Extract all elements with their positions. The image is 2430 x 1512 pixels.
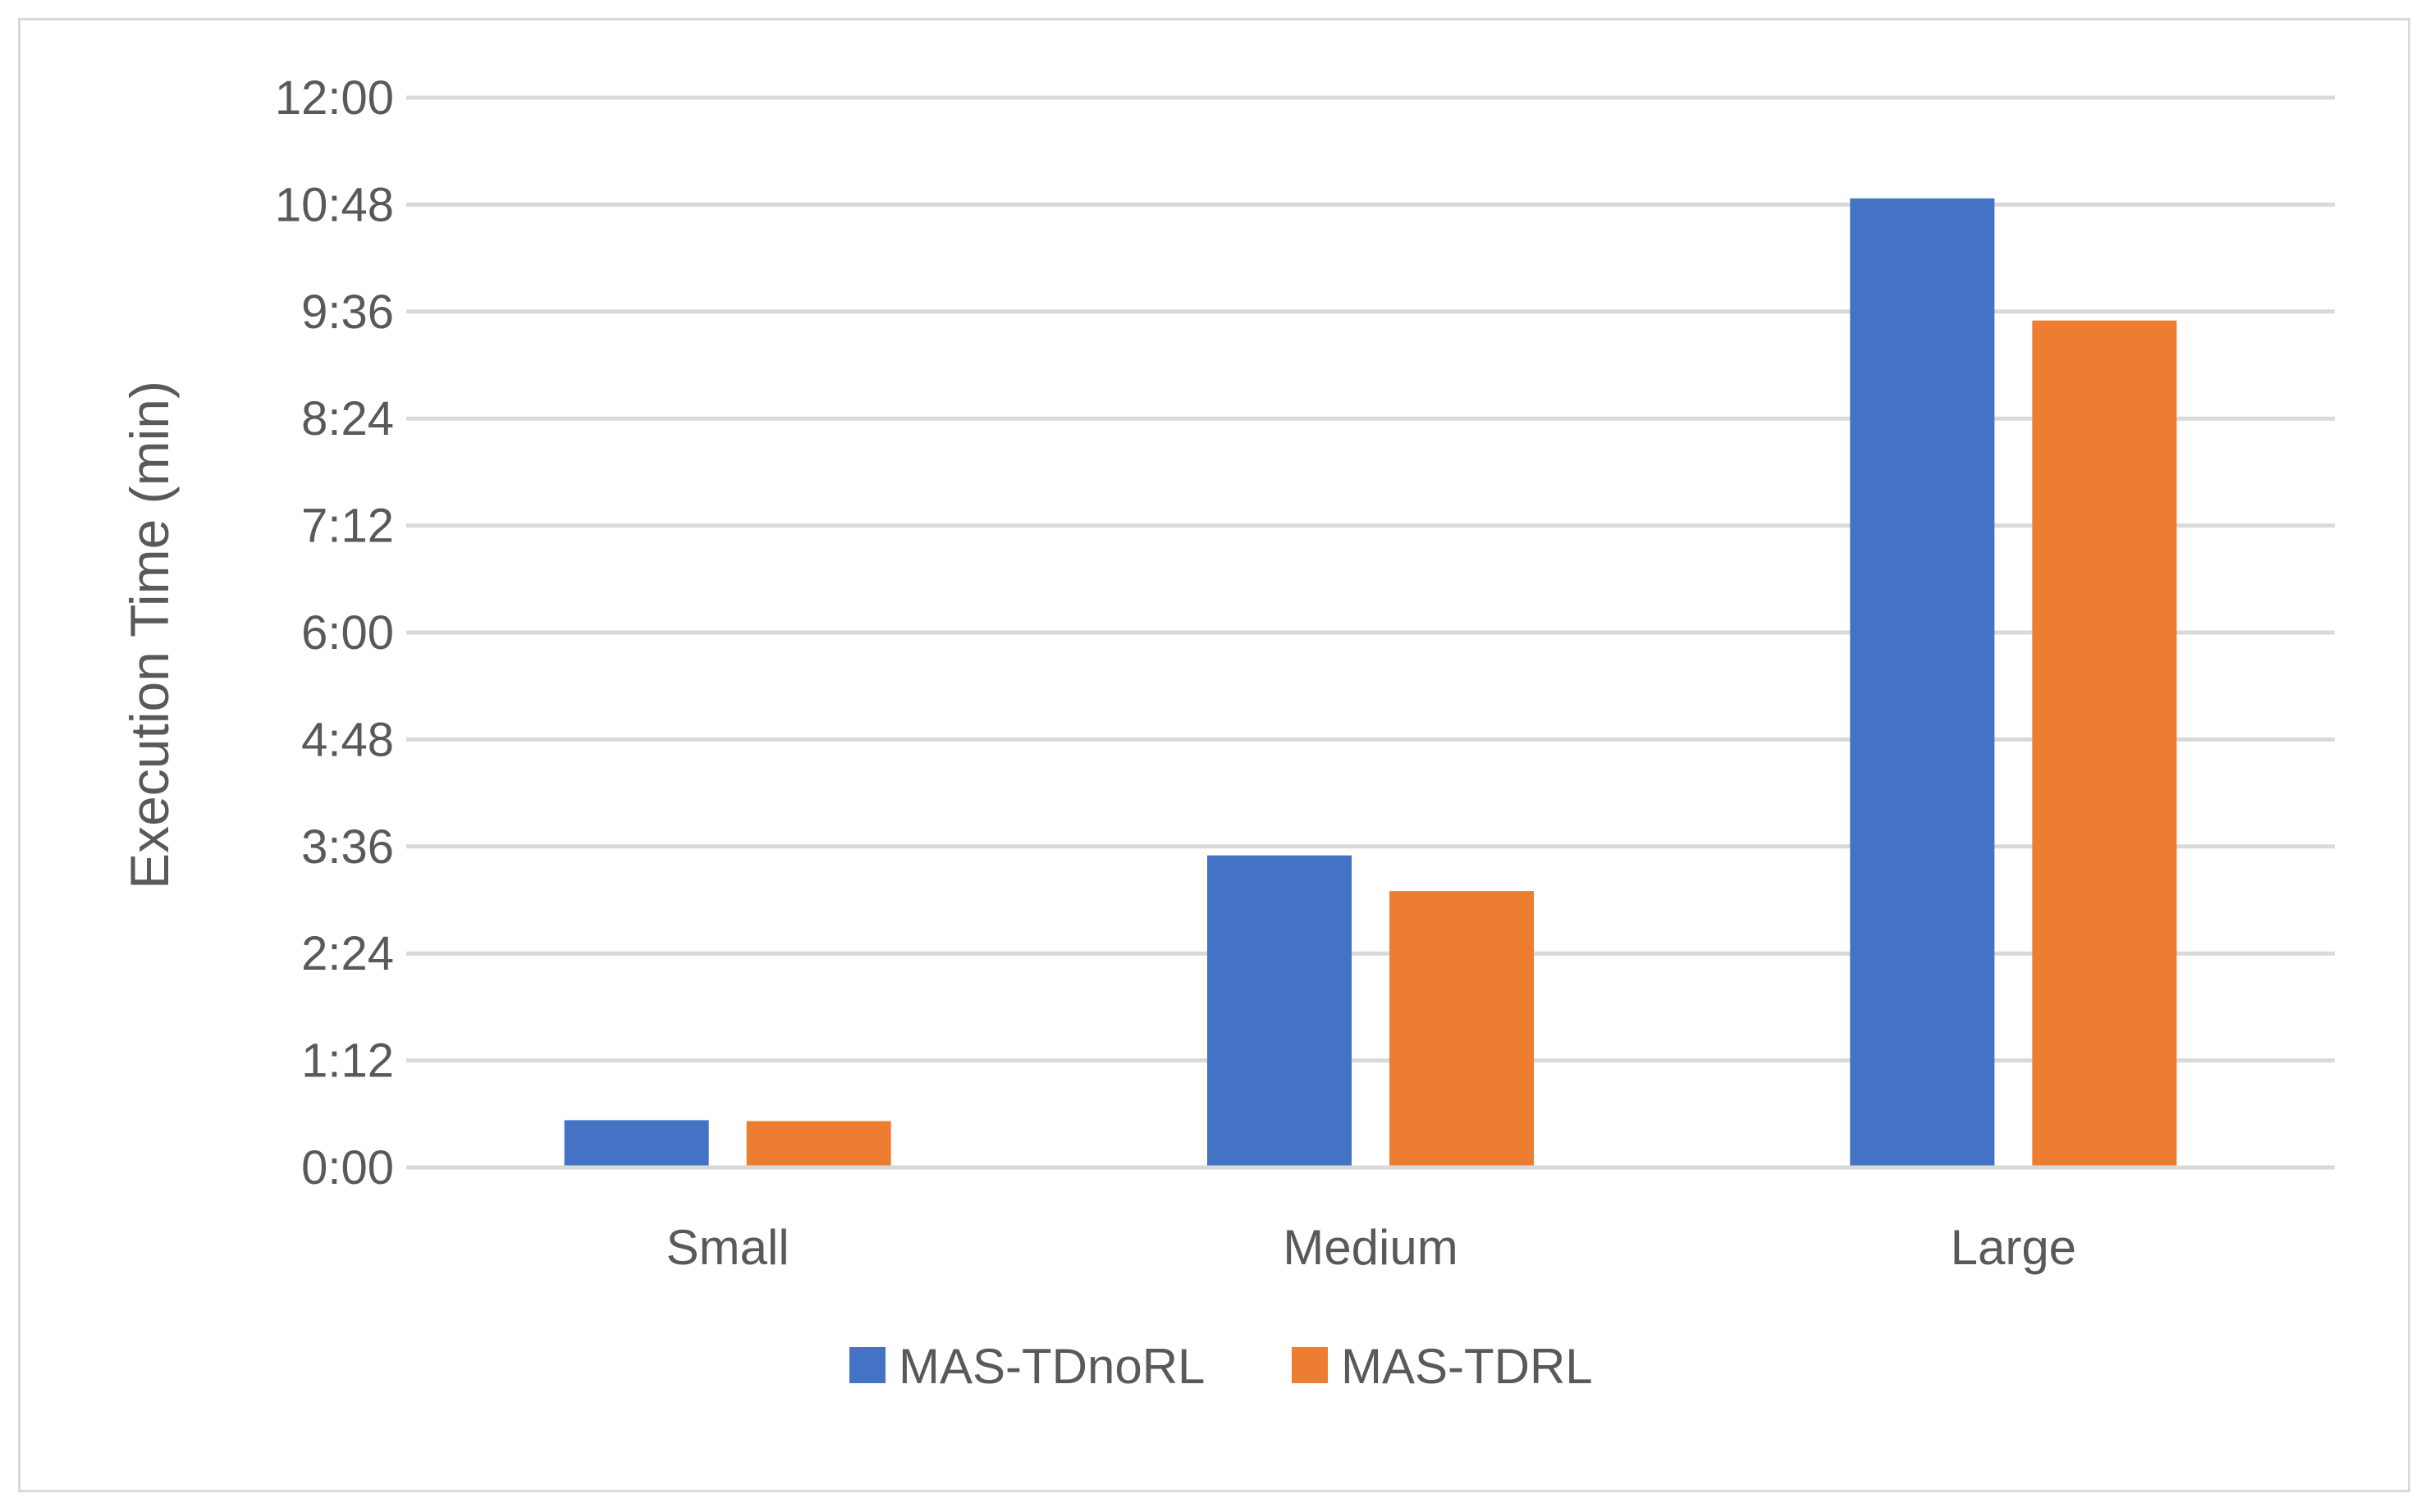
legend: MAS-TDnoRL MAS-TDRL [849,1339,1593,1394]
chart-frame [18,18,2410,1492]
y-axis-ticks: 0:00 1:12 2:24 3:36 4:48 6:00 7:12 8:24 9:36 10:4… [275,71,394,1195]
y-tick-label: 6:00 [301,606,394,660]
y-tick-label: 7:12 [301,500,394,553]
y-tick-label: 3:36 [301,820,394,874]
y-tick-label: 4:48 [301,713,394,766]
bar-mas-tdrl-large [2032,320,2177,1168]
y-axis-label: Execution Time (min) [119,381,180,889]
y-tick-label: 0:00 [301,1141,394,1195]
bar-mas-tdnorl-medium [1207,855,1352,1167]
bar-mas-tdnorl-small [564,1120,709,1167]
y-tick-label: 12:00 [275,71,394,125]
x-category-label: Large [1951,1220,2076,1275]
y-tick-label: 1:12 [301,1035,394,1088]
x-axis-categories: Small Medium Large [666,1220,2076,1275]
x-category-label: Small [666,1220,789,1275]
x-category-label: Medium [1283,1220,1458,1275]
y-tick-label: 2:24 [301,927,394,980]
bars [406,198,2335,1170]
y-tick-label: 8:24 [301,392,394,445]
bar-mas-tdrl-small [746,1121,891,1167]
legend-label: MAS-TDRL [1341,1339,1593,1394]
y-tick-label: 9:36 [301,285,394,339]
legend-swatch [849,1347,886,1383]
bar-mas-tdrl-medium [1389,891,1534,1167]
y-tick-label: 10:48 [275,178,394,231]
bar-mas-tdnorl-large [1850,198,1995,1167]
legend-label: MAS-TDnoRL [899,1339,1205,1394]
legend-swatch [1292,1347,1328,1383]
